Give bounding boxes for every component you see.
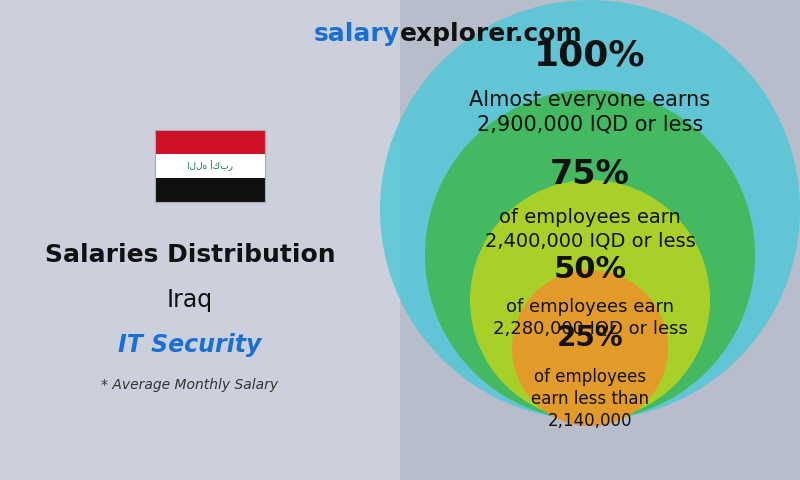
Bar xyxy=(155,130,265,202)
Bar xyxy=(155,154,265,178)
Circle shape xyxy=(380,0,800,420)
Text: Almost everyone earns
2,900,000 IQD or less: Almost everyone earns 2,900,000 IQD or l… xyxy=(470,90,710,135)
Bar xyxy=(0,0,400,480)
Text: 75%: 75% xyxy=(550,158,630,192)
Text: salary: salary xyxy=(314,22,400,46)
Text: of employees earn
2,400,000 IQD or less: of employees earn 2,400,000 IQD or less xyxy=(485,208,695,251)
Text: IT Security: IT Security xyxy=(118,333,262,357)
Bar xyxy=(155,130,265,154)
Text: of employees
earn less than
2,140,000: of employees earn less than 2,140,000 xyxy=(531,368,649,431)
Circle shape xyxy=(425,90,755,420)
Text: Salaries Distribution: Salaries Distribution xyxy=(45,243,335,267)
Text: * Average Monthly Salary: * Average Monthly Salary xyxy=(102,378,278,392)
Text: 100%: 100% xyxy=(534,38,646,72)
Text: الله أكبر: الله أكبر xyxy=(187,161,233,171)
Bar xyxy=(155,178,265,202)
Text: of employees earn
2,280,000 IQD or less: of employees earn 2,280,000 IQD or less xyxy=(493,298,687,338)
Text: Iraq: Iraq xyxy=(167,288,213,312)
Circle shape xyxy=(470,180,710,420)
Bar xyxy=(400,0,800,480)
Circle shape xyxy=(512,270,668,426)
Text: 25%: 25% xyxy=(557,324,623,352)
Text: 50%: 50% xyxy=(554,255,626,285)
Text: explorer.com: explorer.com xyxy=(400,22,582,46)
